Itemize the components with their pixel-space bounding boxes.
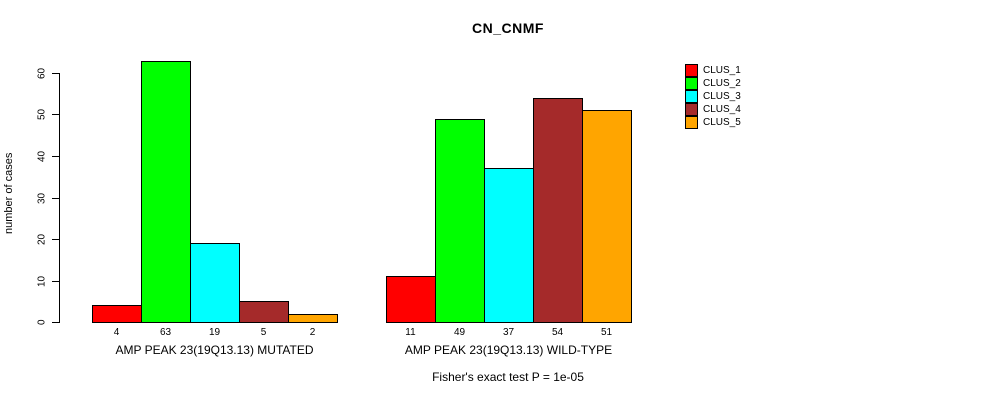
y-axis-line [59,73,60,323]
chart-title: CN_CNMF [472,20,544,36]
legend-item: CLUS_5 [685,116,741,129]
legend-label: CLUS_5 [703,117,741,128]
bar [288,314,338,323]
y-tick-mark [52,198,59,199]
annotation-fishers-test: Fisher's exact test P = 1e-05 [432,370,584,384]
legend-swatch [685,77,698,90]
bar-value-label: 19 [208,327,221,338]
legend: CLUS_1 CLUS_2 CLUS_3 CLUS_4 CLUS_5 [685,64,741,129]
legend-item: CLUS_4 [685,103,741,116]
y-tick-mark [52,322,59,323]
bar [484,168,534,323]
bar [435,119,485,323]
bar [141,61,191,323]
y-tick-mark [52,73,59,74]
bar-value-label: 63 [159,327,172,338]
y-tick-mark [52,114,59,115]
legend-label: CLUS_4 [703,104,741,115]
bar [582,110,632,323]
bar-value-label: 5 [260,327,267,338]
bar-value-label: 2 [309,327,316,338]
legend-item: CLUS_1 [685,64,741,77]
legend-swatch [685,103,698,116]
bar [190,243,240,323]
legend-label: CLUS_1 [703,65,741,76]
bar-value-label: 54 [551,327,564,338]
group-label: AMP PEAK 23(19Q13.13) MUTATED [115,343,314,357]
bar-value-label: 37 [502,327,515,338]
bar-value-label: 51 [600,327,613,338]
bar-value-label: 49 [453,327,466,338]
y-tick-mark [52,156,59,157]
legend-swatch [685,64,698,77]
bar [239,301,289,323]
bar [533,98,583,323]
legend-label: CLUS_3 [703,91,741,102]
legend-item: CLUS_3 [685,90,741,103]
bar-value-label: 11 [405,327,416,338]
y-tick-mark [52,281,59,282]
group-label: AMP PEAK 23(19Q13.13) WILD-TYPE [404,343,613,357]
y-tick-mark [52,239,59,240]
bar [386,276,436,323]
legend-item: CLUS_2 [685,77,741,90]
legend-label: CLUS_2 [703,78,741,89]
legend-swatch [685,116,698,129]
bar [92,305,142,323]
bar-value-label: 4 [113,327,120,338]
legend-swatch [685,90,698,103]
